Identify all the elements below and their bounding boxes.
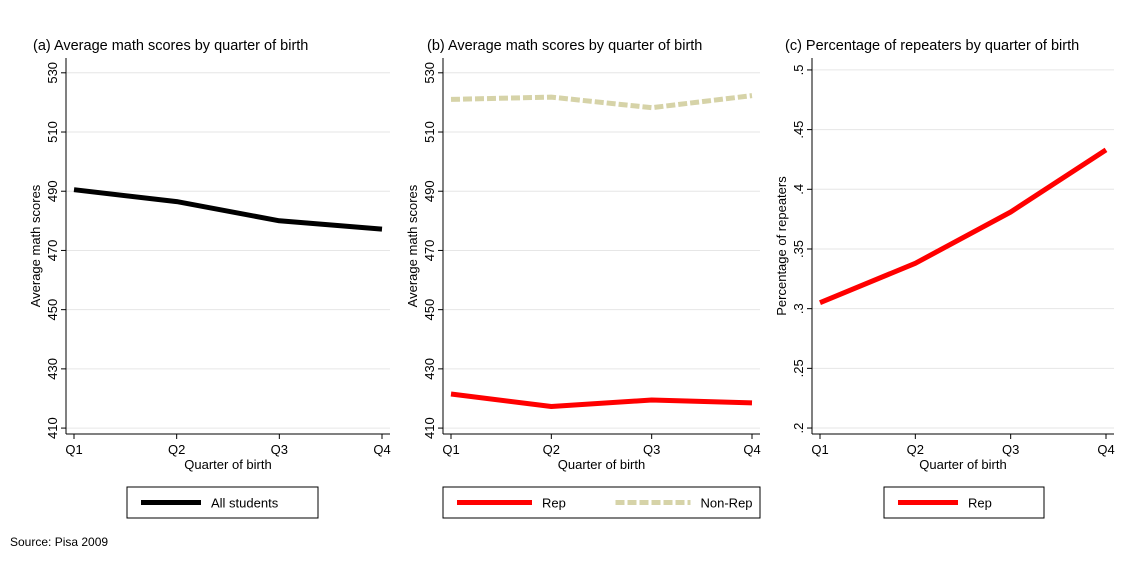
y-tick-label: 450 [45, 299, 60, 321]
y-tick-label: 510 [422, 121, 437, 143]
y-tick-label: 510 [45, 121, 60, 143]
legend: Rep Non-Rep [442, 486, 761, 519]
y-tick-label: .5 [791, 65, 806, 76]
y-tick-label: .35 [791, 240, 806, 258]
y-tick-label: 450 [422, 299, 437, 321]
y-tick-label: .25 [791, 359, 806, 377]
y-tick-label: 410 [422, 417, 437, 439]
x-tick-label: Q4 [743, 442, 760, 457]
chart-title: (c) Percentage of repeaters by quarter o… [785, 38, 1079, 54]
y-tick-label: .45 [791, 121, 806, 139]
chart-title: (b) Average math scores by quarter of bi… [427, 38, 702, 54]
y-axis-title: Average math scores [28, 184, 43, 307]
y-tick-label: .3 [791, 303, 806, 314]
y-tick-label: 470 [422, 240, 437, 262]
legend: Rep [883, 486, 1045, 519]
legend: All students [126, 486, 319, 519]
chart-title: (a) Average math scores by quarter of bi… [33, 38, 308, 54]
x-tick-label: Q3 [1002, 442, 1019, 457]
x-tick-label: Q1 [442, 442, 459, 457]
y-tick-label: .4 [791, 184, 806, 195]
series-line-all-students [73, 187, 383, 232]
x-axis-title: Quarter of birth [558, 457, 645, 472]
legend-label: Non-Rep [701, 496, 753, 511]
legend-label: Rep [968, 496, 992, 511]
legend-label: All students [211, 496, 279, 511]
y-axis-title: Average math scores [405, 184, 420, 307]
y-tick-label: 530 [422, 62, 437, 84]
chart-a: (a) Average math scores by quarter of bi… [28, 38, 391, 519]
chart-b: (b) Average math scores by quarter of bi… [405, 38, 761, 519]
y-tick-label: 530 [45, 62, 60, 84]
y-axis-title: Percentage of repeaters [774, 176, 789, 316]
x-axis-title: Quarter of birth [919, 457, 1006, 472]
x-tick-label: Q3 [271, 442, 288, 457]
x-tick-label: Q2 [907, 442, 924, 457]
y-tick-label: 430 [422, 358, 437, 380]
x-tick-label: Q4 [373, 442, 390, 457]
y-tick-label: 430 [45, 358, 60, 380]
x-tick-label: Q1 [811, 442, 828, 457]
y-tick-label: .2 [791, 423, 806, 434]
x-tick-label: Q2 [168, 442, 185, 457]
source-note: Source: Pisa 2009 [10, 535, 109, 549]
x-tick-label: Q2 [543, 442, 560, 457]
x-axis-title: Quarter of birth [184, 457, 271, 472]
y-tick-label: 470 [45, 240, 60, 262]
x-tick-label: Q3 [643, 442, 660, 457]
y-tick-label: 490 [422, 180, 437, 202]
y-tick-label: 410 [45, 417, 60, 439]
series-line-non-rep [450, 93, 753, 111]
x-tick-label: Q4 [1097, 442, 1114, 457]
series-line-rep [450, 391, 753, 409]
legend-label: Rep [542, 496, 566, 511]
y-tick-label: 490 [45, 180, 60, 202]
chart-c: (c) Percentage of repeaters by quarter o… [774, 38, 1115, 519]
series-line-rep [819, 147, 1108, 306]
x-tick-label: Q1 [65, 442, 82, 457]
